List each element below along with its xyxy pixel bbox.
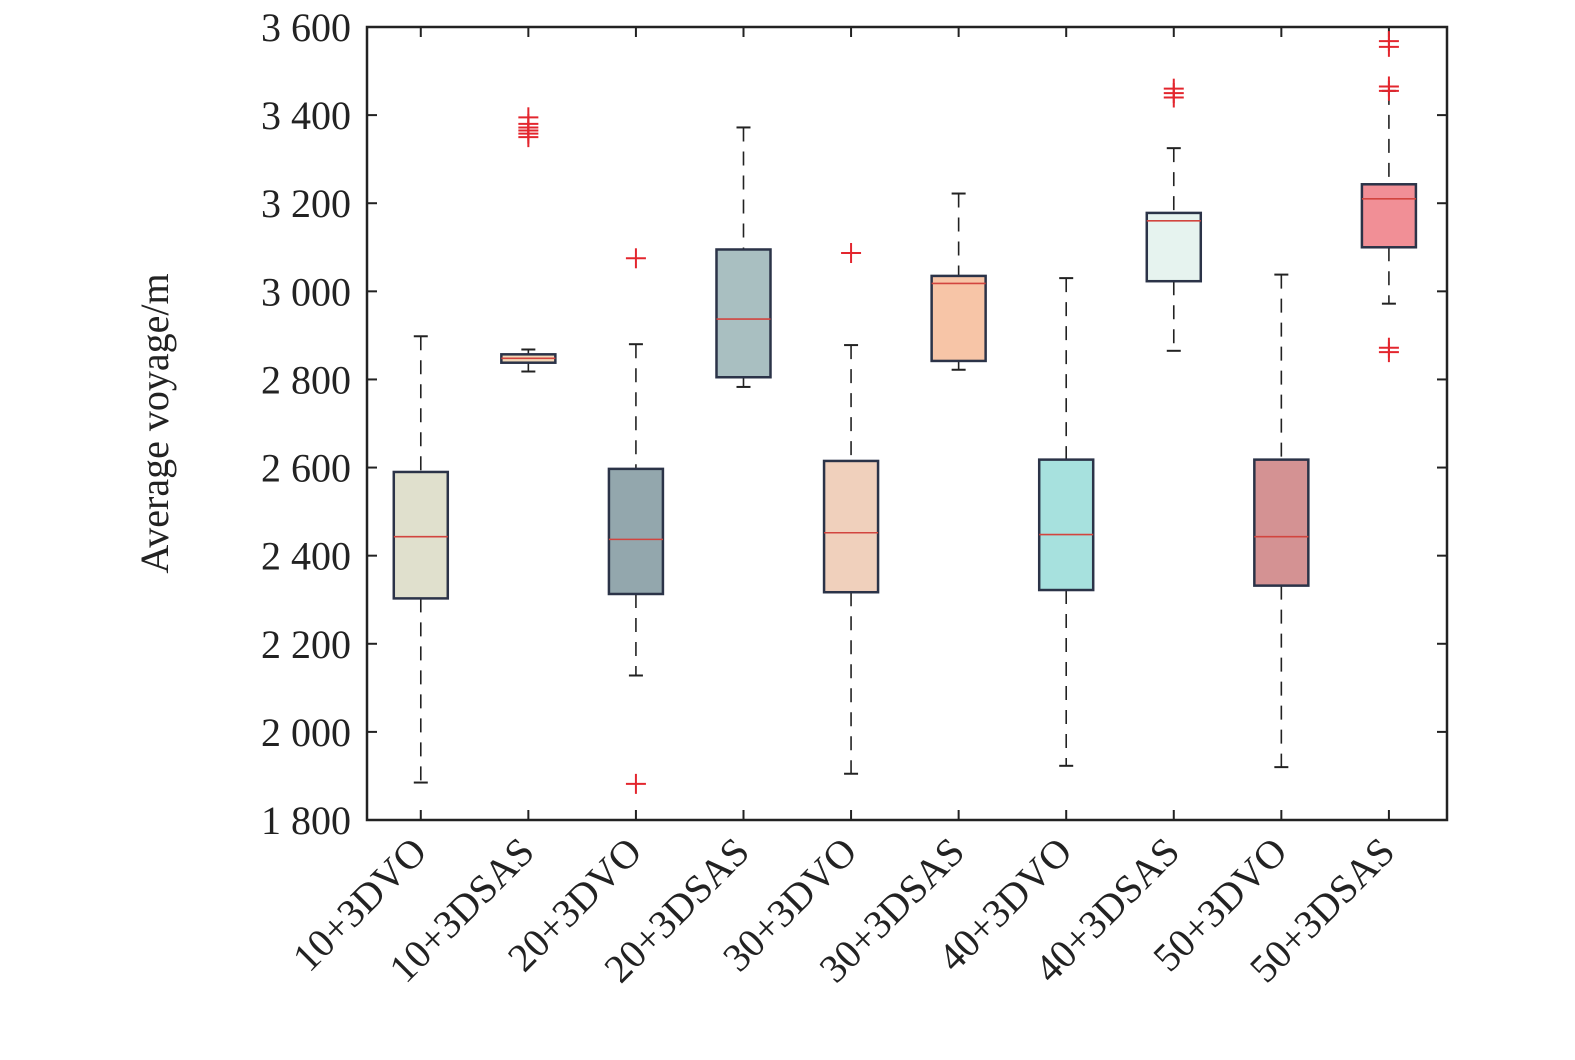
- axis-ticks: [367, 26, 1447, 821]
- y-tick-label: 3 000: [261, 269, 351, 314]
- box-iqr: [1145, 211, 1203, 283]
- outlier-marker: [1378, 31, 1399, 52]
- box-iqr: [1037, 458, 1095, 592]
- box-iqr: [392, 470, 450, 600]
- box-group: [930, 192, 987, 371]
- plot-area-frame: [365, 25, 1449, 822]
- box-group: [607, 248, 665, 794]
- box-iqr: [1253, 458, 1310, 587]
- box-group: [1253, 273, 1310, 769]
- box-iqr: [607, 467, 665, 596]
- box-group: [1360, 31, 1418, 363]
- y-tick-label: 1 800: [261, 798, 351, 843]
- box-iqr: [930, 274, 987, 363]
- outlier-marker: [518, 107, 539, 128]
- outlier-marker: [625, 773, 646, 794]
- outlier-marker: [1378, 76, 1399, 97]
- y-tick-label: 2 200: [261, 622, 351, 667]
- outlier-marker: [1378, 337, 1399, 358]
- y-tick-label: 3 200: [261, 181, 351, 226]
- y-tick-label: 2 600: [261, 446, 351, 491]
- outlier-marker: [1163, 78, 1184, 99]
- y-tick-label: 2 800: [261, 357, 351, 402]
- box-group: [1037, 277, 1095, 767]
- box-group: [1145, 78, 1203, 352]
- boxes: [392, 31, 1418, 794]
- box-group: [392, 335, 450, 784]
- box-iqr: [1360, 183, 1418, 249]
- y-tick-label: 2 400: [261, 534, 351, 579]
- y-tick-label: 2 000: [261, 710, 351, 755]
- outlier-marker: [841, 243, 862, 264]
- y-axis-title: Average voyage/m: [132, 273, 177, 573]
- y-tick-label: 3 600: [261, 5, 351, 50]
- box-group: [822, 243, 880, 775]
- outlier-marker: [625, 248, 646, 269]
- box-iqr: [822, 459, 880, 594]
- y-tick-label: 3 400: [261, 93, 351, 138]
- box-group: [500, 107, 557, 373]
- box-group: [715, 126, 772, 388]
- box-iqr: [715, 248, 772, 379]
